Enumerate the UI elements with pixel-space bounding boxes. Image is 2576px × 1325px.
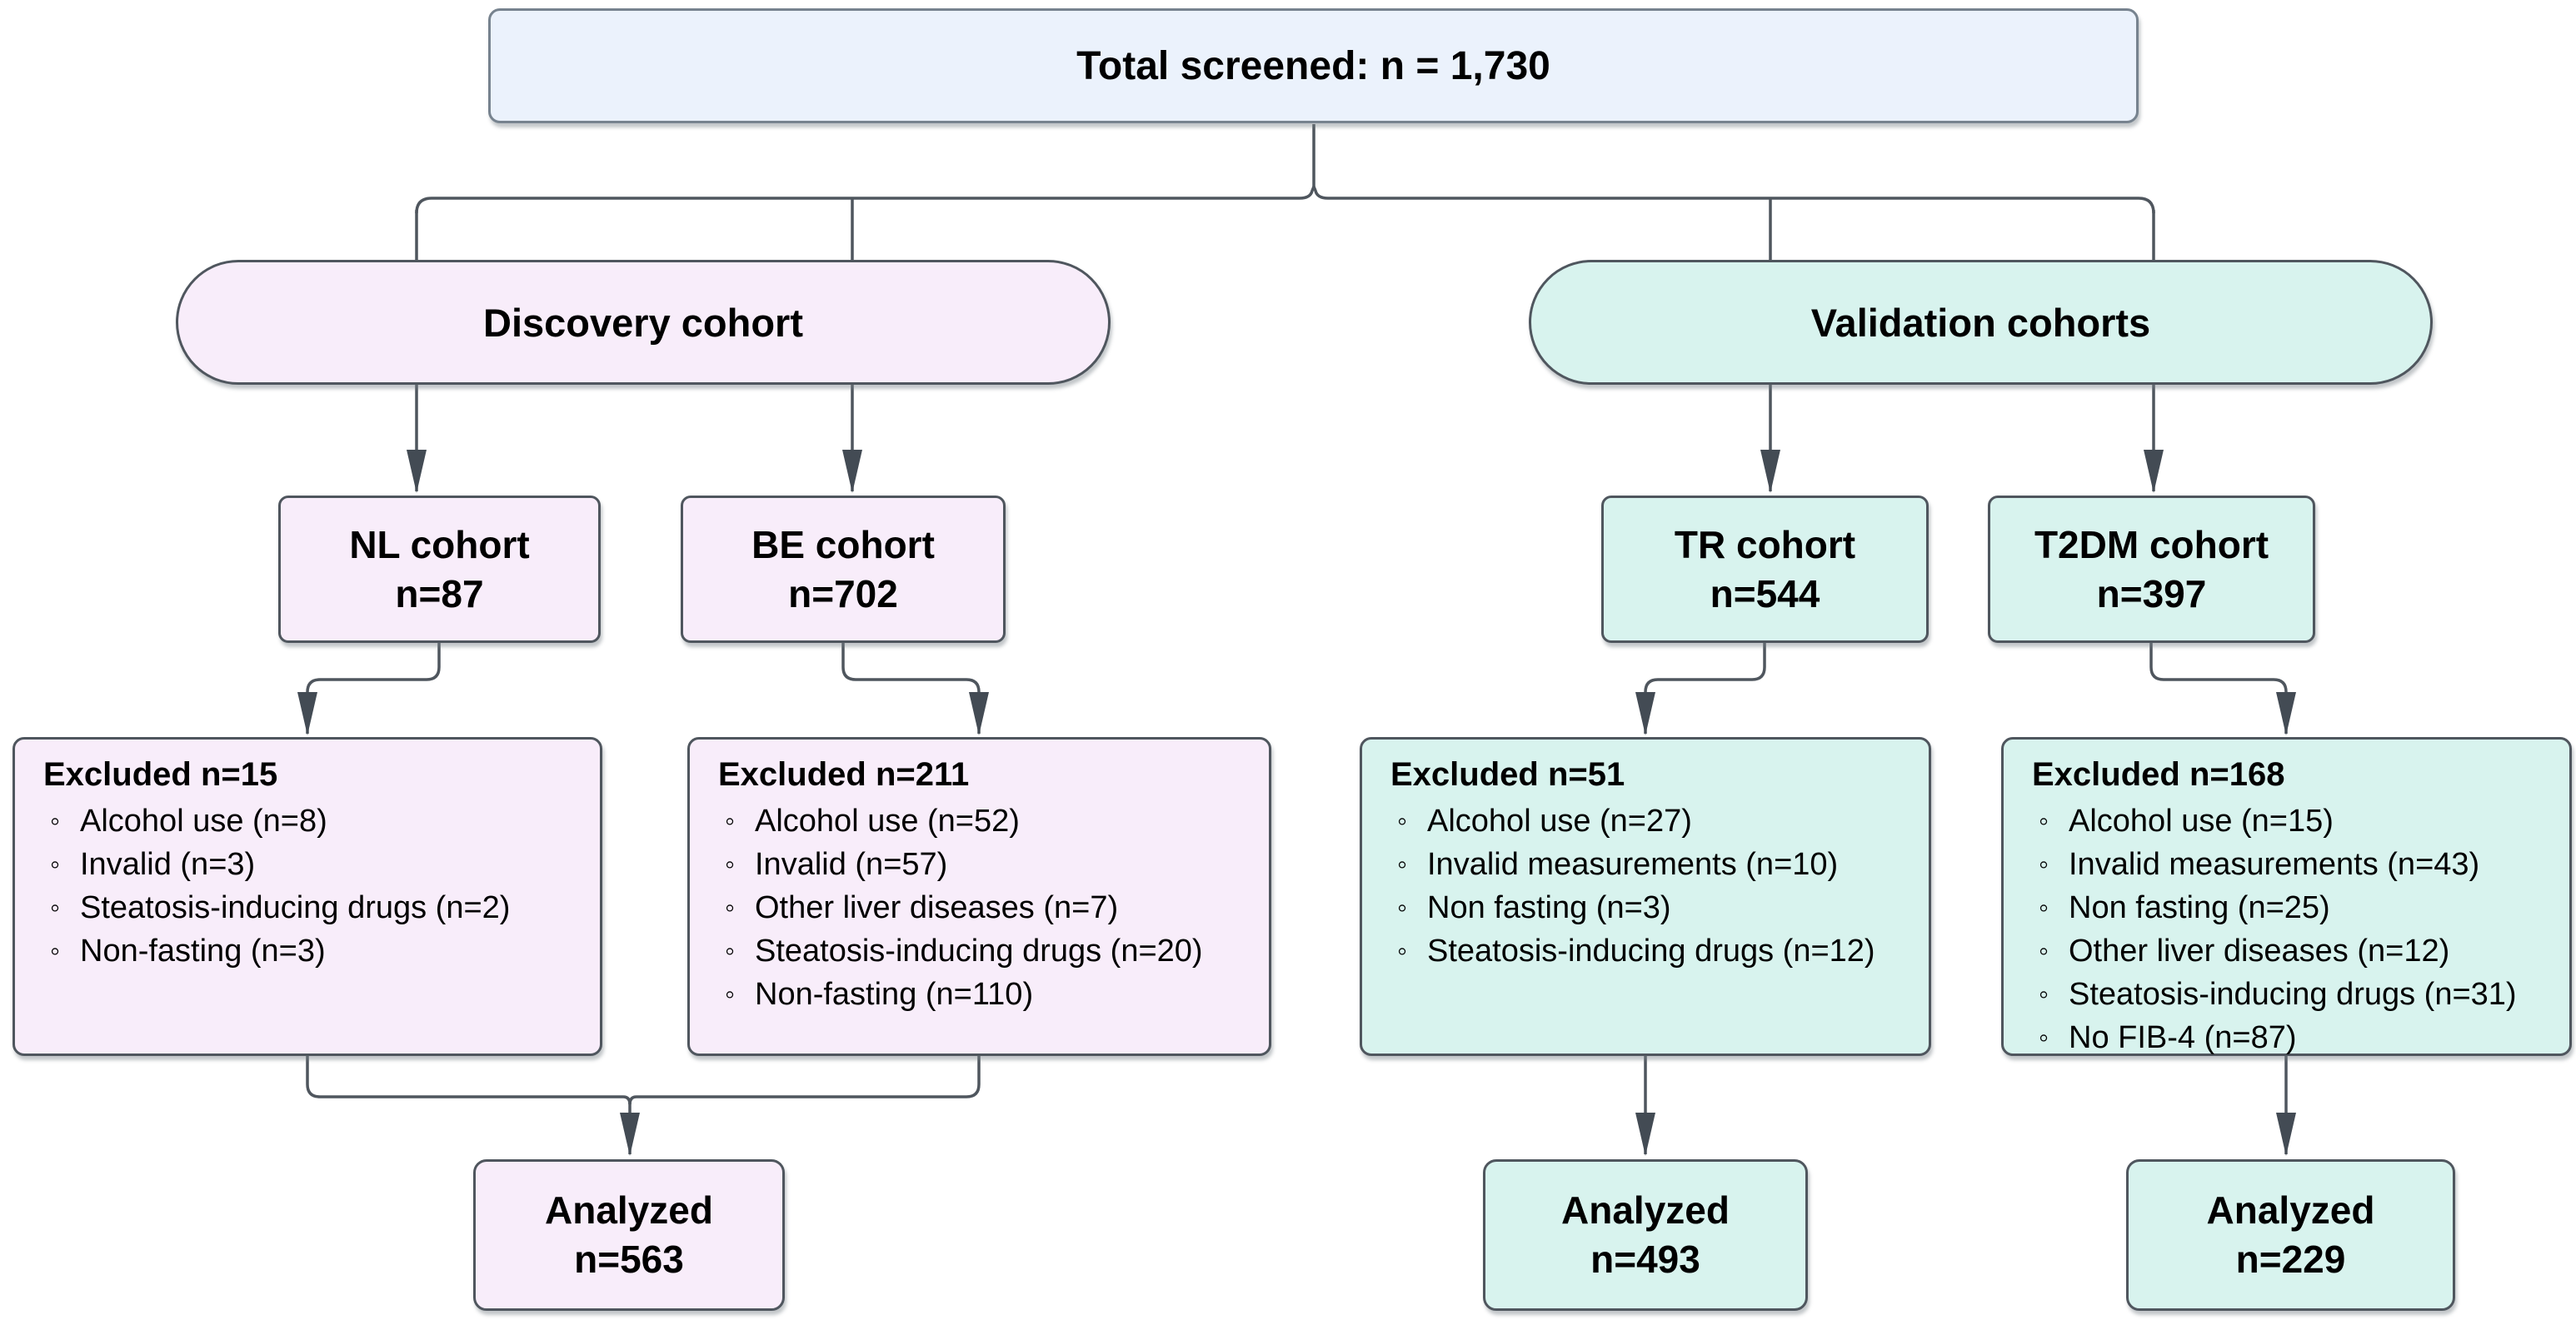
analyzed-label: Analyzed (1561, 1188, 1730, 1233)
cohort-box-nl: NL cohort n=87 (278, 496, 601, 643)
cohort-box-tr: TR cohort n=544 (1601, 496, 1929, 643)
analyzed-box-discovery: Analyzed n=563 (473, 1159, 785, 1311)
connector-t2dm-excluded (2149, 643, 2296, 735)
cohort-name: TR cohort (1674, 522, 1856, 566)
connector-tr-excluded (1635, 643, 1766, 735)
excluded-header: Excluded n=211 (718, 756, 970, 793)
excluded-item: Invalid measurements (n=43) (2032, 843, 2517, 886)
cohort-n: n=397 (2096, 571, 2207, 615)
excluded-item: Invalid measurements (n=10) (1390, 843, 1875, 886)
excluded-list: Alcohol use (n=8)Invalid (n=3)Steatosis-… (43, 799, 510, 973)
cohort-name: BE cohort (751, 522, 935, 566)
total-screened-box: Total screened: n = 1,730 (488, 8, 2139, 123)
cohort-box-be: BE cohort n=702 (681, 496, 1006, 643)
connector-merge-right (628, 1055, 981, 1105)
excluded-list: Alcohol use (n=52)Invalid (n=57)Other li… (718, 799, 1203, 1016)
cohort-n: n=702 (788, 571, 898, 615)
connector-spine-right (1312, 186, 2155, 214)
discovery-pill-label: Discovery cohort (483, 300, 803, 345)
cohort-n: n=87 (395, 571, 484, 615)
excluded-item: Non-fasting (n=3) (43, 929, 510, 973)
excluded-box-t2dm: Excluded n=168 Alcohol use (n=15)Invalid… (2001, 737, 2572, 1056)
cohort-name: T2DM cohort (2034, 522, 2269, 566)
excluded-item: Alcohol use (n=8) (43, 799, 510, 843)
cohort-n: n=544 (1710, 571, 1820, 615)
excluded-item: Non fasting (n=25) (2032, 886, 2517, 929)
excluded-item: Non fasting (n=3) (1390, 886, 1875, 929)
analyzed-n: n=229 (2235, 1238, 2346, 1281)
excluded-header: Excluded n=15 (43, 756, 278, 793)
validation-pill-label: Validation cohorts (1810, 300, 2151, 345)
excluded-box-tr: Excluded n=51 Alcohol use (n=27)Invalid … (1360, 737, 1931, 1056)
cohort-name: NL cohort (349, 522, 530, 566)
cohort-box-t2dm: T2DM cohort n=397 (1988, 496, 2315, 643)
analyzed-n: n=563 (574, 1238, 684, 1281)
analyzed-box-t2dm: Analyzed n=229 (2126, 1159, 2455, 1311)
excluded-item: Non-fasting (n=110) (718, 973, 1203, 1016)
excluded-item: Other liver diseases (n=12) (2032, 929, 2517, 973)
excluded-header: Excluded n=168 (2032, 756, 2285, 793)
analyzed-label: Analyzed (545, 1188, 713, 1233)
excluded-item: Invalid (n=57) (718, 843, 1203, 886)
excluded-item: Alcohol use (n=27) (1390, 799, 1875, 843)
excluded-box-be: Excluded n=211 Alcohol use (n=52)Invalid… (687, 737, 1271, 1056)
excluded-item: Steatosis-inducing drugs (n=20) (718, 929, 1203, 973)
analyzed-box-tr: Analyzed n=493 (1483, 1159, 1808, 1311)
connector-spine-left (415, 186, 1315, 214)
discovery-pill: Discovery cohort (176, 260, 1111, 385)
excluded-item: Invalid (n=3) (43, 843, 510, 886)
connector-be-excluded (841, 643, 989, 735)
analyzed-n: n=493 (1590, 1238, 1700, 1281)
excluded-item: No FIB-4 (n=87) (2032, 1016, 2517, 1059)
excluded-item: Other liver diseases (n=7) (718, 886, 1203, 929)
excluded-header: Excluded n=51 (1390, 756, 1625, 793)
excluded-box-nl: Excluded n=15 Alcohol use (n=8)Invalid (… (12, 737, 602, 1056)
connector-nl-excluded (297, 643, 441, 735)
excluded-item: Alcohol use (n=52) (718, 799, 1203, 843)
excluded-list: Alcohol use (n=27)Invalid measurements (… (1390, 799, 1875, 973)
excluded-item: Steatosis-inducing drugs (n=31) (2032, 973, 2517, 1016)
excluded-item: Steatosis-inducing drugs (n=2) (43, 886, 510, 929)
analyzed-label: Analyzed (2206, 1188, 2375, 1233)
excluded-list: Alcohol use (n=15)Invalid measurements (… (2032, 799, 2517, 1059)
excluded-item: Alcohol use (n=15) (2032, 799, 2517, 843)
total-screened-label: Total screened: n = 1,730 (1076, 43, 1550, 88)
connector-merge-left (306, 1055, 632, 1105)
excluded-item: Steatosis-inducing drugs (n=12) (1390, 929, 1875, 973)
validation-pill: Validation cohorts (1529, 260, 2433, 385)
